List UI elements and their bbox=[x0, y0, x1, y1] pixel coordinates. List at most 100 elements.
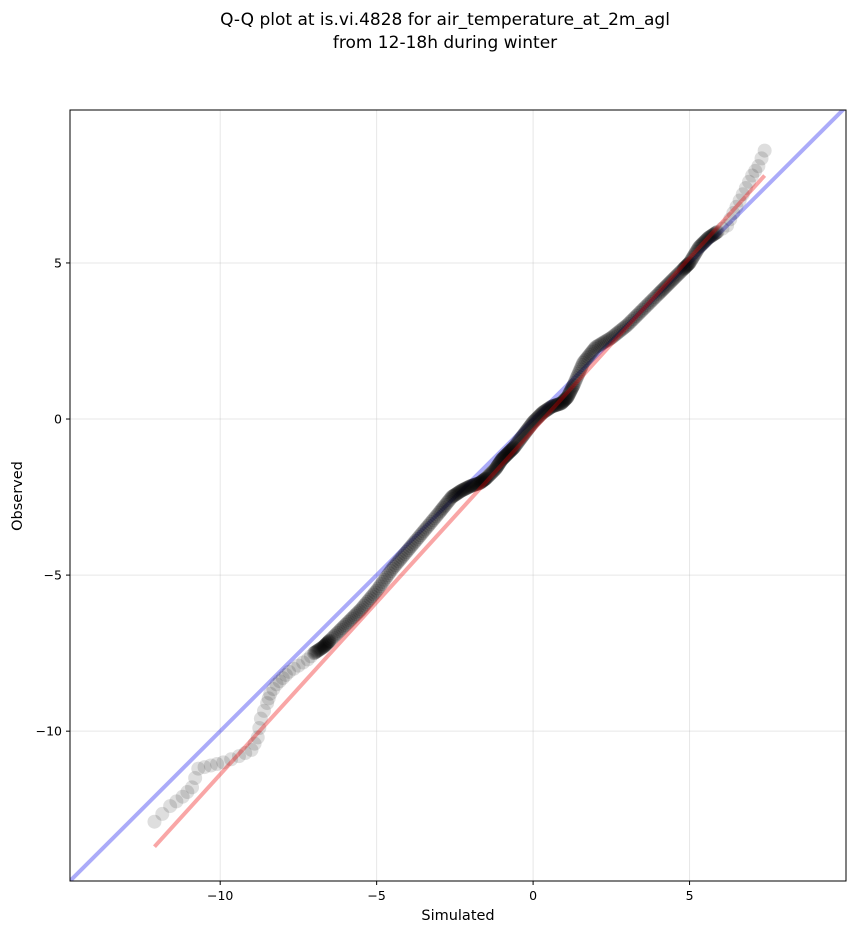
data-point bbox=[629, 309, 644, 324]
data-point bbox=[550, 397, 565, 412]
data-point bbox=[684, 252, 699, 267]
data-point bbox=[637, 301, 652, 316]
data-point bbox=[449, 486, 464, 501]
data-point bbox=[564, 382, 579, 397]
data-point bbox=[457, 481, 472, 496]
data-point bbox=[321, 634, 336, 649]
data-point bbox=[666, 272, 681, 287]
data-point bbox=[322, 633, 337, 648]
data-point bbox=[574, 360, 589, 375]
data-point bbox=[656, 282, 671, 297]
data-point bbox=[562, 386, 577, 401]
data-point bbox=[542, 401, 557, 416]
data-point bbox=[372, 579, 387, 594]
data-point bbox=[440, 494, 455, 509]
data-point bbox=[577, 354, 592, 369]
data-point bbox=[526, 415, 541, 430]
data-point bbox=[484, 465, 499, 480]
data-point bbox=[320, 636, 335, 651]
data-point bbox=[655, 283, 670, 298]
data-point bbox=[513, 431, 528, 446]
y-tick-label: −5 bbox=[44, 568, 62, 583]
data-point bbox=[599, 333, 614, 348]
data-point bbox=[675, 263, 690, 278]
data-point bbox=[679, 259, 694, 274]
data-point bbox=[383, 564, 398, 579]
data-point bbox=[450, 486, 465, 501]
data-point bbox=[554, 396, 569, 411]
data-point bbox=[687, 248, 702, 263]
data-point bbox=[448, 487, 463, 502]
data-point bbox=[527, 413, 542, 428]
data-point bbox=[514, 430, 529, 445]
data-point bbox=[275, 671, 290, 686]
data-point bbox=[512, 433, 527, 448]
data-point bbox=[459, 481, 474, 496]
data-point bbox=[490, 459, 505, 474]
x-tick-label: −5 bbox=[367, 888, 385, 903]
data-point bbox=[244, 742, 259, 757]
data-point bbox=[587, 341, 602, 356]
data-point bbox=[493, 454, 508, 469]
data-point bbox=[496, 451, 511, 466]
chart-title-line-1: Q-Q plot at is.vi.4828 for air_temperatu… bbox=[220, 10, 670, 30]
data-point bbox=[707, 226, 722, 241]
data-point bbox=[738, 181, 753, 196]
data-point bbox=[506, 441, 521, 456]
data-point bbox=[676, 262, 691, 277]
data-point bbox=[424, 515, 439, 530]
data-point bbox=[686, 249, 701, 264]
data-point bbox=[596, 335, 611, 350]
data-point bbox=[483, 466, 498, 481]
data-point bbox=[590, 339, 605, 354]
data-point bbox=[442, 493, 457, 508]
data-point bbox=[185, 780, 200, 795]
data-point bbox=[389, 556, 404, 571]
data-point bbox=[407, 535, 422, 550]
data-point bbox=[545, 399, 560, 414]
data-point bbox=[175, 789, 190, 804]
data-point bbox=[524, 417, 539, 432]
data-point bbox=[382, 566, 397, 581]
data-point bbox=[520, 422, 535, 437]
data-point bbox=[497, 450, 512, 465]
data-point bbox=[355, 600, 370, 615]
data-point bbox=[391, 554, 406, 569]
data-point bbox=[296, 655, 311, 670]
data-point bbox=[547, 398, 562, 413]
data-point bbox=[308, 645, 323, 660]
data-point bbox=[751, 159, 766, 174]
data-point bbox=[374, 577, 389, 592]
data-point bbox=[723, 212, 738, 227]
data-point bbox=[729, 199, 744, 214]
data-point bbox=[530, 410, 545, 425]
data-point bbox=[523, 418, 538, 433]
data-point bbox=[487, 462, 502, 477]
data-point bbox=[486, 463, 501, 478]
data-point bbox=[626, 312, 641, 327]
data-point bbox=[645, 293, 659, 308]
data-point bbox=[347, 608, 362, 623]
data-point bbox=[726, 206, 741, 221]
data-point bbox=[456, 482, 471, 497]
data-point bbox=[393, 552, 408, 567]
data-point bbox=[291, 658, 306, 673]
data-point bbox=[470, 476, 485, 491]
data-point bbox=[539, 403, 554, 418]
data-point bbox=[394, 550, 409, 565]
data-point bbox=[361, 593, 376, 608]
data-point bbox=[203, 758, 218, 773]
data-point bbox=[455, 483, 470, 498]
data-point bbox=[521, 421, 536, 436]
data-point bbox=[492, 455, 507, 470]
data-point bbox=[468, 477, 483, 492]
data-point bbox=[695, 236, 710, 251]
data-point bbox=[250, 730, 265, 745]
data-point bbox=[605, 329, 620, 344]
data-point bbox=[369, 583, 384, 598]
data-point bbox=[548, 398, 563, 413]
data-point bbox=[325, 630, 340, 645]
data-point bbox=[481, 469, 496, 484]
data-point bbox=[586, 343, 601, 358]
